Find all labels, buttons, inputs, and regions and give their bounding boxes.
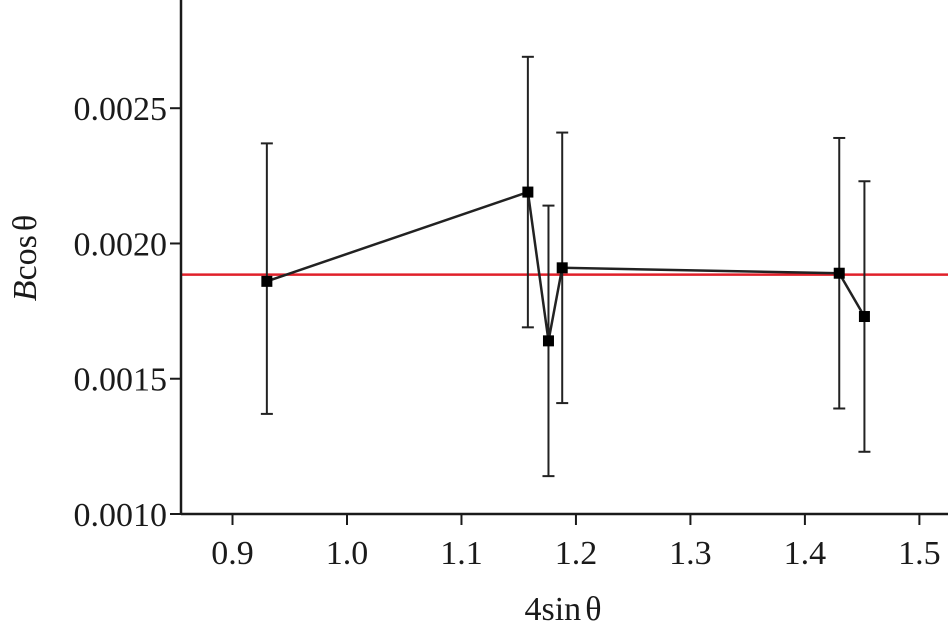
y-tick-label: 0.0015 bbox=[74, 362, 168, 399]
y-tick-label: 0.0025 bbox=[74, 91, 168, 128]
x-tick-label: 1.2 bbox=[555, 535, 598, 572]
axes: 0.9 1.0 1.1 1.2 1.3 1.4 1.5 0.0010 0.0015 0.0020 0… bbox=[74, 0, 948, 572]
x-tick-label: 1.0 bbox=[326, 535, 369, 572]
y-axis-label: Bcosθ bbox=[7, 215, 44, 301]
data-point bbox=[556, 262, 568, 274]
data-point bbox=[522, 186, 534, 198]
x-axis-label: 4sin θ bbox=[525, 591, 602, 628]
data-point bbox=[542, 335, 554, 347]
data-point bbox=[261, 275, 273, 287]
data-point bbox=[833, 267, 845, 279]
series-line bbox=[266, 190, 866, 342]
x-tick-label: 1.5 bbox=[898, 535, 941, 572]
x-tick-label: 0.9 bbox=[211, 535, 254, 572]
plot-area bbox=[181, 55, 948, 478]
x-tick-label: 1.1 bbox=[440, 535, 483, 572]
y-tick-label: 0.0020 bbox=[74, 226, 168, 263]
data-point bbox=[858, 311, 870, 323]
x-tick-label: 1.4 bbox=[784, 535, 827, 572]
x-tick-label: 1.3 bbox=[669, 535, 712, 572]
y-tick-label: 0.0010 bbox=[74, 497, 168, 534]
